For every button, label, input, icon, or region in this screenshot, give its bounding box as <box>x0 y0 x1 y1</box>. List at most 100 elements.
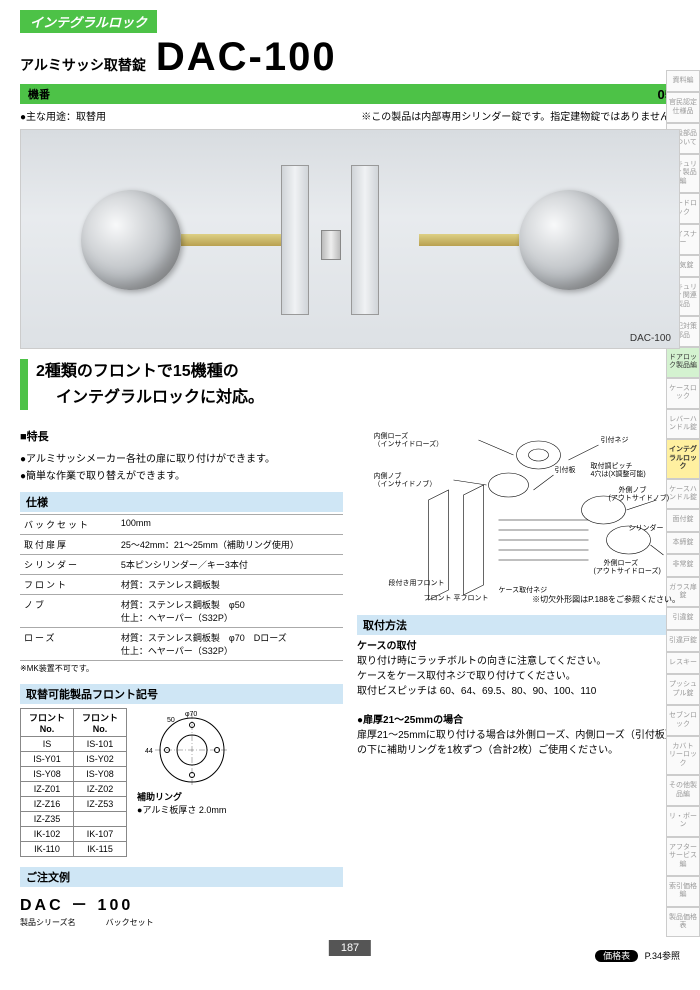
spec-val: 材質：ステンレス鋼板製 φ50仕上：ヘヤーパー（S32P） <box>117 595 343 628</box>
image-caption: DAC-100 <box>630 333 671 344</box>
feature-item: ●簡単な作業で取り替えができます。 <box>20 467 343 482</box>
side-tab[interactable]: 索引価格編 <box>666 876 700 907</box>
install-sub1: ケースの取付 取り付け時にラッチボルトの向きに注意してください。 ケースをケース… <box>357 639 680 699</box>
svg-text:段付き用フロント: 段付き用フロント <box>389 578 445 587</box>
tagline-2: インテグラルロックに対応。 <box>56 385 264 411</box>
header-title: DAC-100 <box>156 35 337 80</box>
order-head: ご注文例 <box>20 867 343 887</box>
shaft-right <box>419 234 519 246</box>
front-cell: IS-Y08 <box>74 767 127 782</box>
front-head: 取替可能製品フロント記号 <box>20 684 343 704</box>
spec-val: 5本ピンシリンダー／キー3本付 <box>117 555 343 575</box>
front-cell: IS-101 <box>74 737 127 752</box>
svg-text:4穴は(X調整可能): 4穴は(X調整可能) <box>591 469 646 478</box>
page: 資料編官民認定仕様品取扱部品についてセキュリティ製品編カードロックマイスナー電気… <box>0 0 700 990</box>
front-cell: IZ-Z02 <box>74 782 127 797</box>
col-left: ■特長 ●アルミサッシメーカー各社の扉に取り付けができます。 ●簡単な作業で取り替… <box>20 420 343 928</box>
dlabel: 内側ローズ <box>374 431 409 440</box>
knob-left <box>81 190 181 290</box>
side-tab[interactable]: レスキー <box>666 652 700 674</box>
green-stripe <box>20 359 28 410</box>
order-label-1: 製品シリーズ名 <box>20 917 76 928</box>
install-sub1-title: ケースの取付 <box>357 639 680 654</box>
install-s1-l0: 取り付け時にラッチボルトの向きに注意してください。 <box>357 654 680 669</box>
front-cell: IK-115 <box>74 842 127 857</box>
spec-table: バックセット100mm取付扉厚25～42mm：21～25mm（補助リング使用）シ… <box>20 514 343 661</box>
usage-row: ●主な用途：取替用 ※この製品は内部専用シリンダー錠です。指定建物錠ではありませ… <box>20 108 680 123</box>
front-cell: IZ-Z53 <box>74 797 127 812</box>
svg-text:外側ローズ: 外側ローズ <box>604 558 639 567</box>
side-tab[interactable]: 官民認定仕様品 <box>666 92 700 123</box>
svg-text:φ70: φ70 <box>185 711 197 718</box>
knob-right <box>519 190 619 290</box>
ring-drawing: φ70 50 44 補助リング ●アルミ板厚さ 2.0mm <box>137 708 343 816</box>
latch <box>321 230 341 260</box>
side-tab[interactable]: 製品価格表 <box>666 907 700 938</box>
spec-key: 取付扉厚 <box>20 535 117 555</box>
install-s2-l1: の下に補助リングを1枚ずつ（合計2枚）ご使用ください。 <box>357 743 680 758</box>
model-bar-left: 機番 <box>28 86 50 102</box>
shaft-left <box>181 234 281 246</box>
features-list: ●アルミサッシメーカー各社の扉に取り付けができます。 ●簡単な作業で取り替えができ… <box>20 450 343 482</box>
plate-right <box>351 165 379 315</box>
ring-note: ●アルミ板厚さ 2.0mm <box>137 803 343 816</box>
spec-key: ノブ <box>20 595 117 628</box>
spec-note: ※MK装置不可です。 <box>20 663 343 674</box>
two-col: ■特長 ●アルミサッシメーカー各社の扉に取り付けができます。 ●簡単な作業で取り替… <box>20 420 680 928</box>
front-cell: IK-107 <box>74 827 127 842</box>
install-s2-l0: 扉厚21～25mmに取り付ける場合は外側ローズ、内側ローズ（引付板） <box>357 728 680 743</box>
header-tag: インテグラルロック <box>20 10 157 33</box>
order-label-2: バックセット <box>106 917 154 928</box>
ring-caption: 補助リング <box>137 790 343 803</box>
front-cell <box>74 812 127 827</box>
side-tab[interactable]: ケースロック <box>666 378 700 409</box>
side-tab[interactable]: 資料編 <box>666 70 700 92</box>
feature-item: ●アルミサッシメーカー各社の扉に取り付けができます。 <box>20 450 343 465</box>
svg-text:内側ノブ: 内側ノブ <box>374 471 402 480</box>
spec-head: 仕様 <box>20 492 343 512</box>
install-s1-l2: 取付ビスピッチは 60、64、69.5、80、90、100、110 <box>357 684 680 699</box>
spec-key: シリンダー <box>20 555 117 575</box>
header: インテグラルロック アルミサッシ取替錠 DAC-100 機番 05 ●主な用途：… <box>20 10 680 123</box>
front-cell: IS-Y01 <box>21 752 74 767</box>
tagline-block: 2種類のフロントで15機種の インテグラルロックに対応。 <box>20 359 680 410</box>
side-tab[interactable]: セブンロック <box>666 705 700 736</box>
col-right: 内側ローズ （インサイドローズ） 引付ネジ 内側ノブ （インサイドノブ） 引付板… <box>357 420 680 928</box>
svg-text:外側ノブ: 外側ノブ <box>619 485 647 494</box>
svg-text:50: 50 <box>167 717 175 724</box>
tagline-1: 2種類のフロントで15機種の <box>36 359 264 385</box>
side-tab[interactable]: カバトリーロック <box>666 736 700 775</box>
side-tab[interactable]: リ・ボーン <box>666 806 700 837</box>
features-head: ■特長 <box>20 428 343 446</box>
front-cell: IS-Y08 <box>21 767 74 782</box>
install-sub2-title: ●扉厚21～25mmの場合 <box>357 713 680 728</box>
svg-text:フロント 平フロント: フロント 平フロント <box>424 594 489 602</box>
front-cell: IZ-Z35 <box>21 812 74 827</box>
side-tab[interactable]: その他製品編 <box>666 775 700 806</box>
order-code: DAC － 100 <box>20 891 343 915</box>
footer: 187 価格表 P.34参照 <box>20 940 680 970</box>
side-tab[interactable]: アフターサービス編 <box>666 837 700 876</box>
svg-text:44: 44 <box>145 748 153 755</box>
svg-text:(アウトサイドノブ): (アウトサイドノブ) <box>609 493 670 502</box>
side-tab[interactable]: 引違戸錠 <box>666 630 700 652</box>
svg-text:（インサイドローズ）: （インサイドローズ） <box>374 439 444 448</box>
price-tag: 価格表 P.34参照 <box>595 949 680 962</box>
spec-val: 100mm <box>117 515 343 535</box>
side-tab[interactable]: プッシュプル錠 <box>666 674 700 705</box>
usage-right: ※この製品は内部専用シリンダー錠です。指定建物錠ではありません。 <box>361 108 680 123</box>
svg-text:シリンダー: シリンダー <box>629 523 664 532</box>
front-cell: IK-110 <box>21 842 74 857</box>
spec-val: 材質：ステンレス鋼板製 <box>117 575 343 595</box>
install-sub2: ●扉厚21～25mmの場合 扉厚21～25mmに取り付ける場合は外側ローズ、内側… <box>357 713 680 758</box>
spec-key: ローズ <box>20 628 117 661</box>
svg-text:ケース取付ネジ: ケース取付ネジ <box>499 585 548 594</box>
header-subtitle: アルミサッシ取替錠 <box>20 55 146 75</box>
side-tab[interactable]: ドアロック製品編 <box>666 347 700 378</box>
svg-text:引付ネジ: 引付ネジ <box>601 435 629 444</box>
spec-key: フロント <box>20 575 117 595</box>
usage-left: ●主な用途：取替用 <box>20 108 106 123</box>
order-labels: 製品シリーズ名 バックセット <box>20 917 343 928</box>
spec-val: 材質：ステンレス鋼板製 φ70 Dローズ仕上：ヘヤーパー（S32P） <box>117 628 343 661</box>
side-tab[interactable]: 引違錠 <box>666 607 700 629</box>
